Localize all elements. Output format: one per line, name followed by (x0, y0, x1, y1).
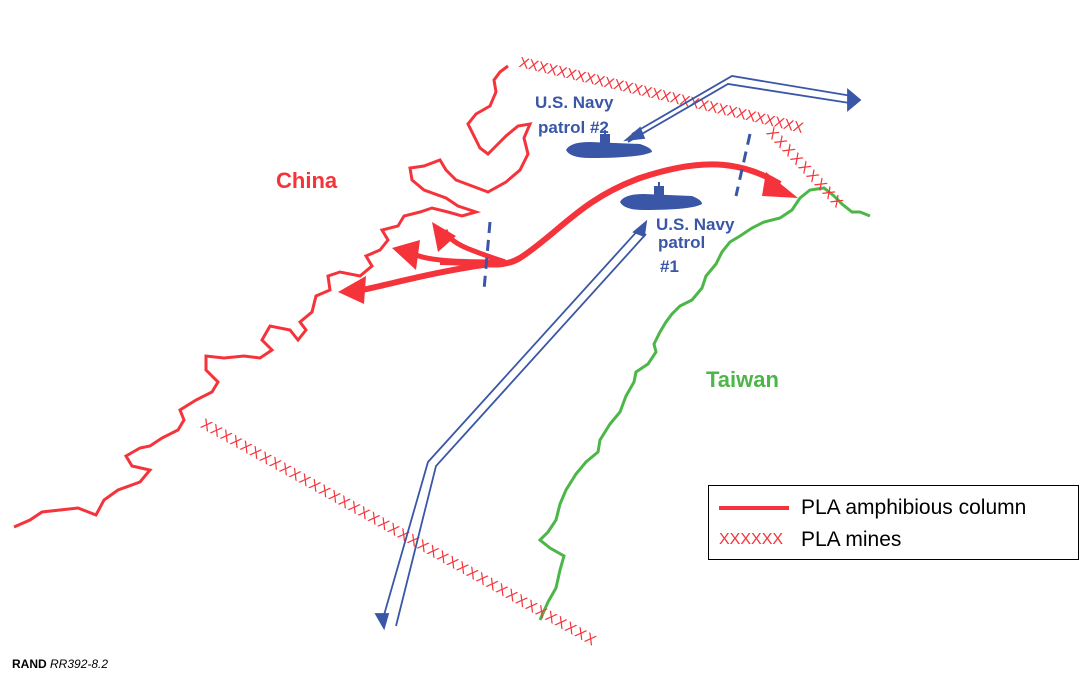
mine-marker: X (659, 87, 673, 106)
dashed-boundary-west (482, 221, 492, 291)
mine-marker: X (725, 103, 739, 122)
mine-marker: X (631, 81, 645, 100)
mine-marker: X (593, 72, 607, 91)
dashed-boundary-east (734, 133, 752, 197)
mine-marker: X (621, 78, 635, 97)
amphibious-branch-1 (442, 228, 506, 265)
mine-marker: X (668, 89, 682, 108)
mine-marker: X (744, 107, 758, 126)
mine-marker: X (772, 114, 786, 133)
legend-line-swatch (719, 506, 789, 510)
mine-marker: X (735, 105, 749, 124)
taiwan-coastline (537, 186, 871, 621)
patrol-1-label-line-3: #1 (660, 257, 679, 276)
taiwan-label: Taiwan (706, 367, 779, 392)
patrol-1-route-arrow (374, 219, 648, 631)
patrol-2-route-arrow (623, 75, 862, 143)
mine-marker: X (602, 74, 616, 93)
mine-marker: X (546, 61, 560, 80)
amphibious-arrowhead-1 (432, 222, 456, 252)
mine-marker: X (555, 63, 569, 82)
mine-marker: X (782, 116, 796, 135)
credit-report: RR392-8.2 (50, 657, 109, 671)
mine-marker: X (716, 100, 730, 119)
patrol-2-label-line-2: patrol #2 (538, 118, 609, 137)
amphibious-arrowhead-east (762, 172, 798, 198)
submarine-icon-patrol-1 (620, 182, 702, 210)
mine-marker: X (754, 109, 768, 128)
mine-marker: X (583, 70, 597, 89)
mine-marker: X (536, 58, 550, 77)
amphibious-arrowhead-2 (392, 240, 420, 270)
patrol-1-label-line-1: U.S. Navy (656, 215, 735, 234)
legend-mines-label: PLA mines (801, 528, 902, 551)
mine-marker: X (791, 118, 805, 137)
mine-marker: X (650, 85, 664, 104)
amphibious-arrowhead-3 (338, 276, 366, 304)
mine-marker: X (612, 76, 626, 95)
patrol-2-label-line-1: U.S. Navy (535, 93, 614, 112)
legend-row-mines: XXXXXX PLA mines (719, 528, 901, 552)
mine-marker: X (763, 111, 777, 130)
mine-marker: X (517, 54, 531, 73)
mine-marker: X (706, 98, 720, 117)
credit-org: RAND (12, 657, 47, 671)
mine-marker: X (527, 56, 541, 75)
figure-credit: RAND RR392-8.2 (12, 657, 108, 671)
mine-marker-icon: XXXXXX (719, 531, 784, 548)
submarine-icon-patrol-2 (566, 130, 652, 158)
legend-amphibious-label: PLA amphibious column (801, 496, 1027, 519)
legend: PLA amphibious column XXXXXX PLA mines (708, 485, 1079, 560)
patrol-1-label-line-2: patrol (658, 233, 705, 252)
legend-row-amphibious: PLA amphibious column (719, 496, 1026, 520)
mine-marker: X (574, 67, 588, 86)
mine-marker: X (640, 83, 654, 102)
china-coastline (13, 64, 533, 529)
china-label: China (276, 168, 338, 193)
amphibious-branch-3 (361, 259, 506, 293)
mine-marker: X (565, 65, 579, 84)
